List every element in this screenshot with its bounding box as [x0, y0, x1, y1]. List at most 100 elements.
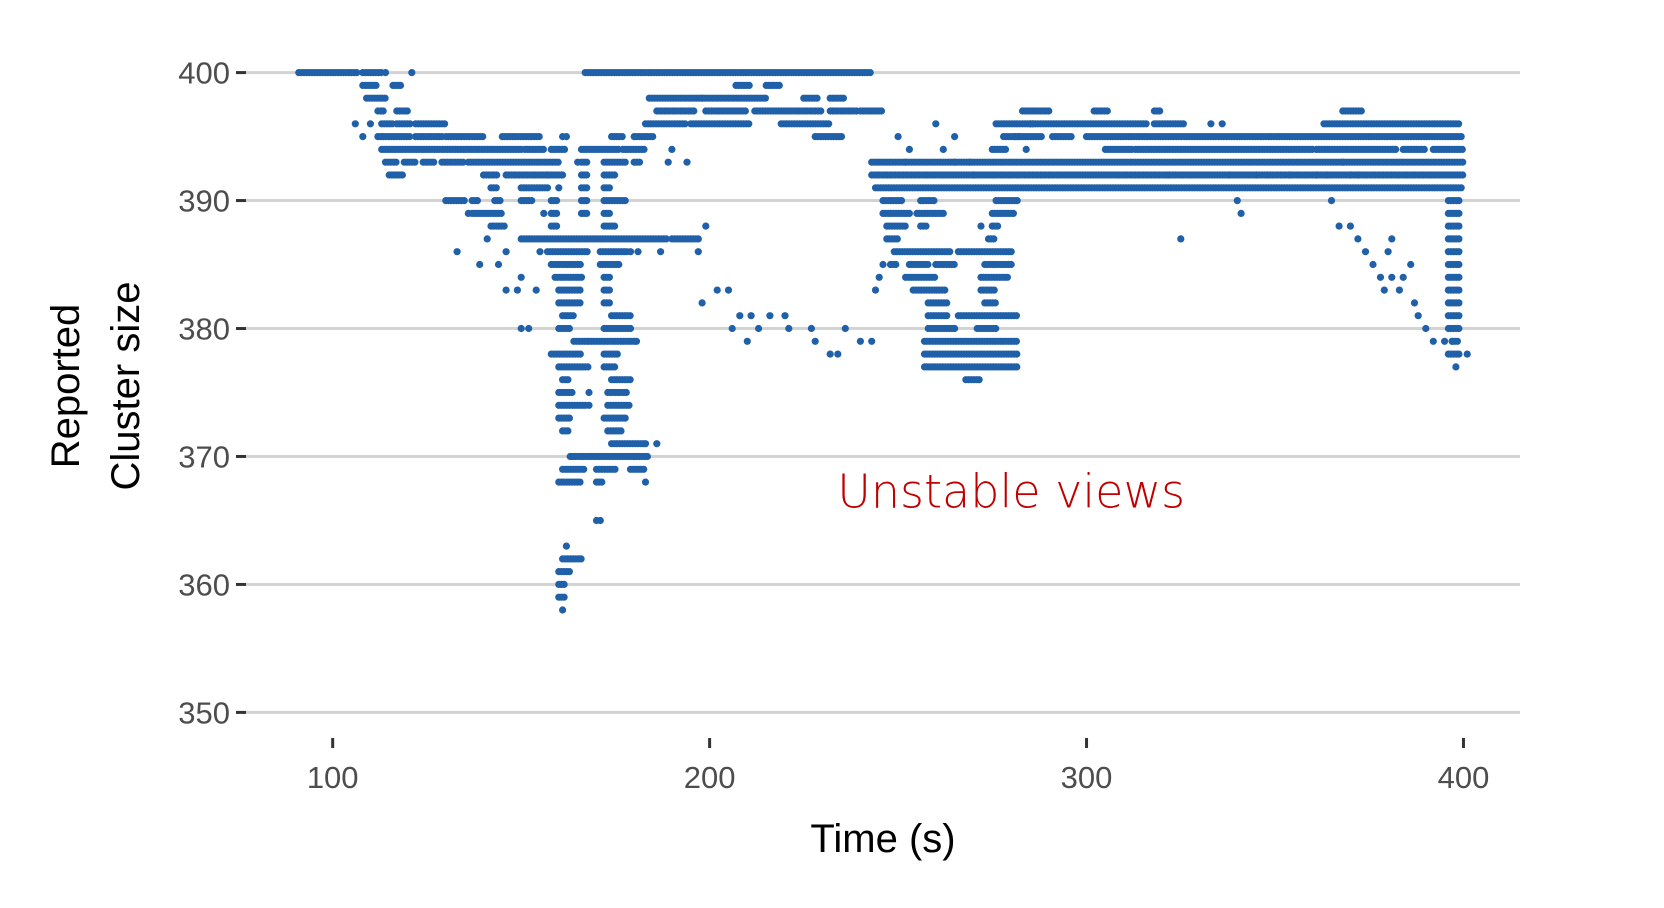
data-point: [1001, 145, 1010, 153]
data-point: [905, 209, 914, 217]
data-point: [560, 145, 569, 153]
data-point: [1455, 286, 1463, 294]
data-point: [494, 260, 503, 269]
data-point: [640, 465, 648, 473]
data-point: [939, 145, 947, 153]
data-point: [576, 260, 584, 269]
data-point: [694, 248, 702, 256]
data-point: [745, 81, 753, 89]
data-point: [525, 324, 533, 333]
data-point: [825, 120, 833, 128]
data-point: [1007, 248, 1015, 256]
data-point: [1453, 337, 1461, 345]
data-point: [766, 312, 774, 320]
data-point: [1037, 133, 1045, 141]
y-tick-label: 370: [178, 439, 230, 474]
data-point: [1407, 260, 1415, 269]
data-point: [951, 158, 959, 166]
data-point: [1354, 171, 1362, 179]
data-point: [577, 273, 586, 281]
data-point: [539, 145, 548, 153]
data-point: [1237, 209, 1245, 217]
data-point: [618, 133, 626, 141]
data-point: [834, 350, 842, 358]
data-point: [951, 324, 959, 333]
data-point: [496, 197, 504, 205]
data-point: [381, 69, 390, 77]
data-point: [441, 120, 449, 128]
data-point: [583, 171, 591, 179]
data-point: [641, 440, 650, 448]
data-point: [460, 197, 468, 205]
data-point: [1414, 312, 1422, 320]
data-point: [713, 286, 721, 294]
data-point: [1380, 286, 1388, 294]
data-point: [459, 158, 467, 166]
data-point: [640, 145, 648, 153]
data-point: [975, 376, 983, 384]
data-point: [528, 197, 536, 205]
data-point: [366, 120, 374, 128]
data-point: [611, 363, 619, 371]
data-point: [931, 273, 939, 281]
data-point: [690, 107, 698, 115]
data-point: [576, 478, 584, 486]
data-point: [1324, 171, 1332, 179]
data-point: [584, 363, 592, 371]
data-point: [905, 145, 914, 153]
data-point: [698, 299, 706, 307]
data-point: [1022, 145, 1030, 153]
data-point: [966, 158, 974, 166]
data-point: [1327, 197, 1336, 205]
data-point: [483, 235, 491, 243]
data-point: [1103, 107, 1111, 115]
data-point: [540, 209, 548, 217]
data-point: [1346, 171, 1354, 179]
data-point: [406, 120, 414, 128]
data-point: [632, 337, 641, 345]
data-point: [615, 260, 623, 269]
data-point: [1457, 184, 1465, 192]
data-point: [464, 209, 472, 217]
data-point: [1207, 120, 1215, 128]
data-point: [502, 248, 510, 256]
data-point: [565, 568, 574, 576]
data-point: [683, 158, 691, 166]
data-point: [492, 184, 500, 192]
data-point: [736, 312, 744, 320]
data-point: [743, 337, 751, 345]
data-point: [617, 427, 625, 435]
data-point: [871, 286, 880, 294]
data-point: [1012, 312, 1021, 320]
data-point: [724, 286, 733, 294]
data-point: [1226, 171, 1234, 179]
data-point: [626, 376, 634, 384]
data-point: [866, 69, 874, 77]
data-point: [585, 388, 593, 397]
y-tick-label: 400: [178, 56, 230, 91]
x-tick-label: 100: [307, 760, 359, 795]
data-point: [568, 388, 576, 397]
data-point: [785, 324, 793, 333]
data-point: [990, 235, 998, 243]
data-point: [476, 260, 484, 269]
data-point: [576, 286, 584, 294]
data-point: [856, 337, 865, 345]
data-point: [408, 69, 416, 77]
data-point: [1429, 337, 1437, 345]
data-point: [990, 286, 998, 294]
data-point: [535, 133, 543, 141]
data-point: [1448, 337, 1456, 345]
data-point: [621, 158, 629, 166]
data-point: [1395, 286, 1403, 294]
data-point: [1459, 171, 1467, 179]
data-point: [1013, 363, 1021, 371]
data-point: [946, 248, 954, 256]
data-point: [1346, 222, 1354, 230]
data-point: [1457, 133, 1465, 141]
data-point: [1012, 337, 1021, 345]
data-point: [605, 273, 614, 281]
data-point: [662, 235, 670, 243]
data-point: [1263, 171, 1272, 179]
